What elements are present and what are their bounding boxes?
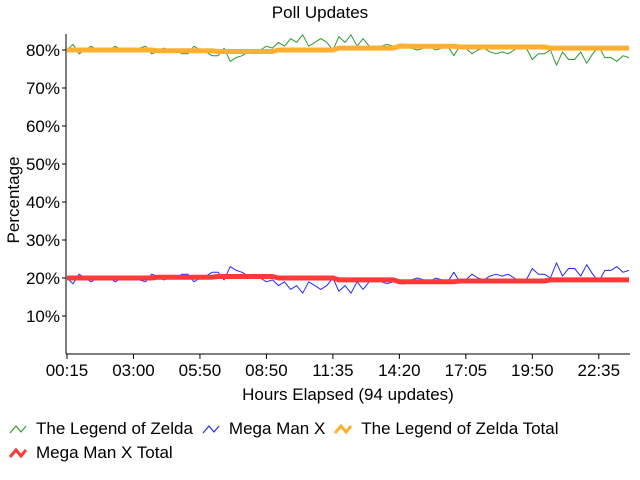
y-tick-label: 10%: [26, 307, 60, 326]
y-tick-label: 50%: [26, 155, 60, 174]
x-tick-label: 19:50: [511, 361, 554, 380]
series-line-the-legend-of-zelda-total: [67, 43, 629, 54]
legend-label: The Legend of Zelda: [36, 419, 193, 438]
legend-label: Mega Man X Total: [36, 443, 173, 462]
legend-item: The Legend of Zelda: [8, 418, 193, 440]
legend: The Legend of Zelda Mega Man X The Legend …: [8, 418, 628, 466]
legend-label: The Legend of Zelda Total: [361, 419, 559, 438]
x-tick-label: 05:50: [179, 361, 222, 380]
legend-item: Mega Man X: [201, 418, 325, 440]
y-axis-label: Percentage: [4, 157, 23, 244]
legend-item: Mega Man X Total: [8, 442, 173, 464]
x-axis-label: Hours Elapsed (94 updates): [242, 385, 454, 404]
x-tick-label: 03:00: [112, 361, 155, 380]
legend-line-icon: [9, 425, 27, 434]
line-chart: Poll Updates Percentage Hours Elapsed (9…: [4, 3, 630, 404]
y-tick-label: 80%: [26, 41, 60, 60]
legend-line-icon: [334, 423, 353, 435]
x-tick-label: 14:20: [378, 361, 421, 380]
legend-item: The Legend of Zelda Total: [333, 418, 559, 440]
series-line-mega-man-x-total: [67, 274, 629, 285]
legend-label: Mega Man X: [228, 419, 326, 438]
legend-line-icon: [202, 425, 220, 434]
y-tick-label: 20%: [26, 269, 60, 288]
y-tick-label: 40%: [26, 193, 60, 212]
x-tick-label: 17:05: [445, 361, 488, 380]
legend-line-icon: [8, 447, 28, 459]
x-tick-label: 00:15: [46, 361, 89, 380]
x-tick-label: 08:50: [245, 361, 288, 380]
y-tick-label: 70%: [26, 79, 60, 98]
x-tick-label: 22:35: [578, 361, 621, 380]
chart-title: Poll Updates: [272, 3, 368, 22]
y-tick-label: 30%: [26, 231, 60, 250]
y-tick-label: 60%: [26, 117, 60, 136]
x-tick-label: 11:35: [312, 361, 353, 380]
